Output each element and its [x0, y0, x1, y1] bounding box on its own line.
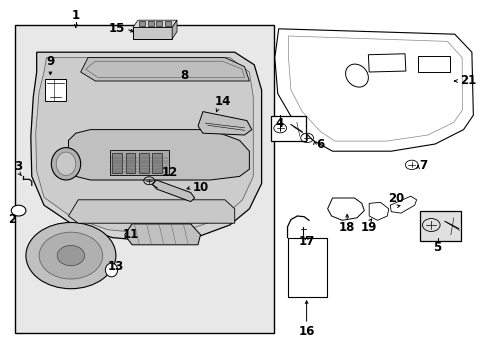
Text: 21: 21	[459, 75, 475, 87]
Bar	[152, 153, 162, 173]
Polygon shape	[124, 224, 200, 245]
Circle shape	[39, 232, 102, 279]
Ellipse shape	[105, 263, 117, 277]
Text: 16: 16	[298, 325, 314, 338]
Polygon shape	[152, 180, 194, 202]
Text: 10: 10	[193, 181, 209, 194]
Ellipse shape	[345, 64, 367, 87]
Polygon shape	[68, 130, 249, 180]
Text: 7: 7	[419, 159, 427, 172]
Polygon shape	[68, 200, 234, 223]
Polygon shape	[172, 20, 177, 39]
Text: 12: 12	[161, 166, 177, 179]
Polygon shape	[327, 198, 364, 220]
Bar	[165, 21, 171, 26]
Bar	[367, 54, 405, 72]
Text: 17: 17	[298, 235, 314, 248]
Polygon shape	[36, 58, 253, 233]
Bar	[417, 56, 449, 72]
Bar	[271, 116, 305, 141]
Bar	[133, 27, 172, 39]
Circle shape	[11, 205, 26, 216]
Text: 4: 4	[275, 117, 283, 130]
Bar	[139, 21, 144, 26]
Polygon shape	[368, 202, 388, 220]
Text: 3: 3	[15, 160, 22, 173]
Text: 11: 11	[122, 228, 139, 240]
Circle shape	[57, 246, 84, 266]
Bar	[139, 153, 148, 173]
Text: 6: 6	[316, 138, 324, 150]
Polygon shape	[81, 58, 249, 81]
Bar	[112, 153, 122, 173]
Bar	[147, 21, 153, 26]
Polygon shape	[133, 20, 177, 27]
Polygon shape	[31, 52, 261, 241]
Text: 18: 18	[338, 221, 355, 234]
Polygon shape	[287, 238, 326, 297]
Text: 15: 15	[108, 22, 124, 35]
Text: 14: 14	[215, 95, 231, 108]
Text: 9: 9	[46, 55, 54, 68]
Text: 5: 5	[433, 241, 441, 254]
Text: 19: 19	[360, 221, 377, 234]
Text: 8: 8	[180, 69, 188, 82]
Circle shape	[26, 222, 116, 289]
Text: 20: 20	[387, 192, 404, 205]
Text: 13: 13	[108, 260, 124, 273]
Polygon shape	[198, 112, 251, 135]
Bar	[45, 79, 66, 101]
Bar	[156, 21, 162, 26]
Text: 2: 2	[8, 213, 16, 226]
Bar	[125, 153, 135, 173]
Ellipse shape	[56, 152, 76, 175]
Text: 1: 1	[72, 9, 80, 22]
Polygon shape	[274, 29, 472, 151]
Bar	[110, 150, 168, 175]
Polygon shape	[389, 196, 416, 213]
Ellipse shape	[51, 148, 81, 180]
Bar	[15, 25, 273, 333]
Bar	[419, 211, 460, 241]
